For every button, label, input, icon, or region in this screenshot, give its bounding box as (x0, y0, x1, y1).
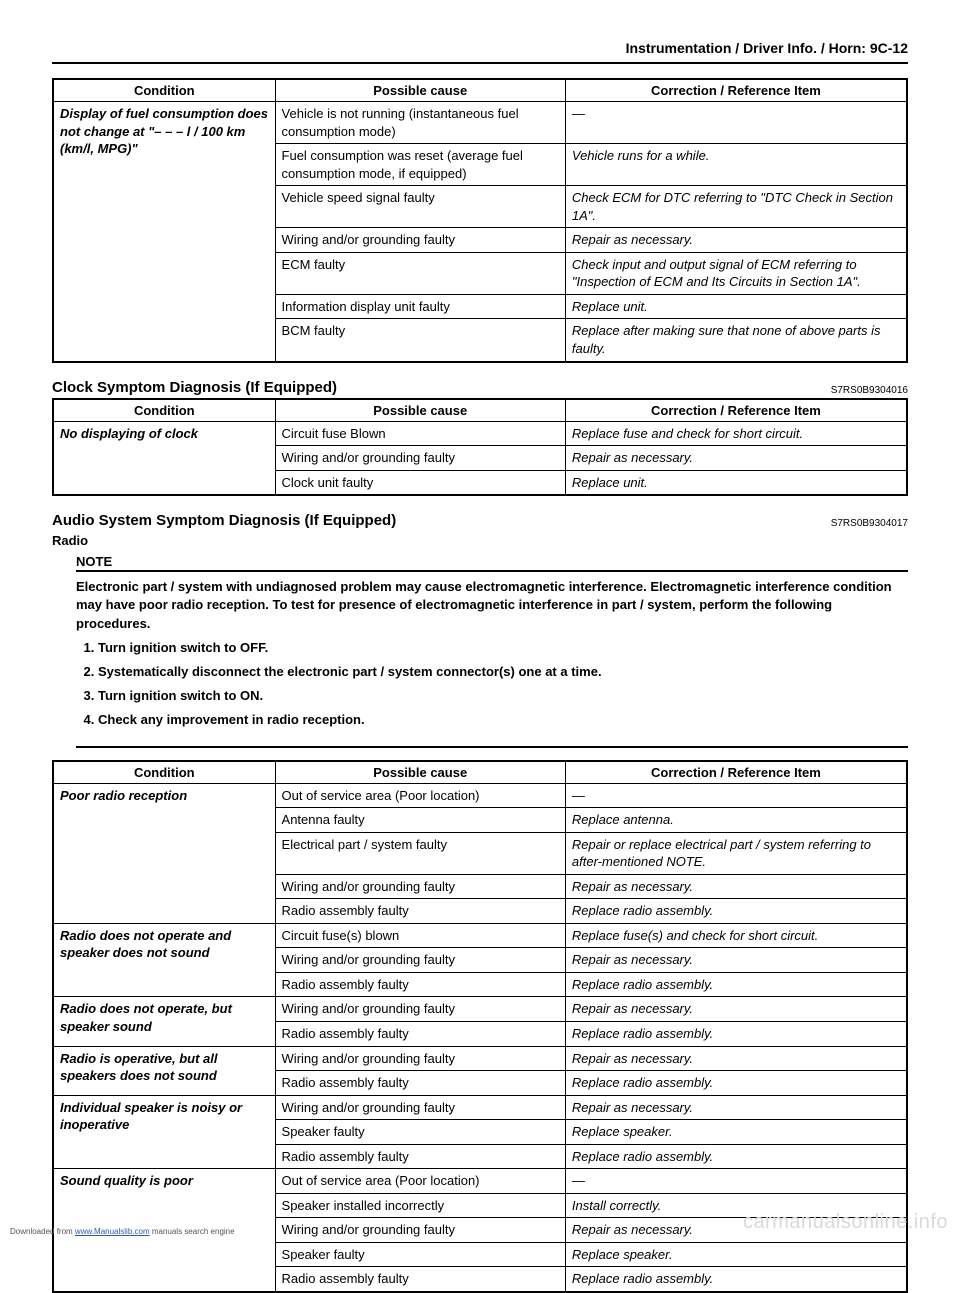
correction-cell: Replace speaker. (565, 1120, 907, 1145)
sub-heading-radio: Radio (52, 533, 908, 548)
condition-cell: Poor radio reception (53, 783, 275, 923)
cause-cell: Fuel consumption was reset (average fuel… (275, 144, 565, 186)
correction-cell: Replace unit. (565, 294, 907, 319)
cause-cell: Circuit fuse(s) blown (275, 923, 565, 948)
cause-cell: Out of service area (Poor location) (275, 783, 565, 808)
page-header: Instrumentation / Driver Info. / Horn: 9… (52, 40, 908, 64)
correction-cell: Check ECM for DTC referring to "DTC Chec… (565, 186, 907, 228)
correction-cell: Vehicle runs for a while. (565, 144, 907, 186)
cause-cell: Vehicle is not running (instantaneous fu… (275, 102, 565, 144)
correction-cell: — (565, 102, 907, 144)
th-correction: Correction / Reference Item (565, 399, 907, 422)
cause-cell: Wiring and/or grounding faulty (275, 446, 565, 471)
cause-cell: Information display unit faulty (275, 294, 565, 319)
correction-cell: Repair as necessary. (565, 1046, 907, 1071)
cause-cell: Radio assembly faulty (275, 1071, 565, 1096)
note-step: Check any improvement in radio reception… (98, 711, 908, 729)
cause-cell: Speaker installed incorrectly (275, 1193, 565, 1218)
cause-cell: Clock unit faulty (275, 470, 565, 495)
correction-cell: Replace antenna. (565, 808, 907, 833)
correction-cell: Replace unit. (565, 470, 907, 495)
cause-cell: Speaker faulty (275, 1242, 565, 1267)
correction-cell: Repair as necessary. (565, 874, 907, 899)
cause-cell: Wiring and/or grounding faulty (275, 948, 565, 973)
correction-cell: — (565, 1169, 907, 1194)
note-text: Electronic part / system with undiagnose… (76, 578, 908, 633)
cause-cell: Electrical part / system faulty (275, 832, 565, 874)
cause-cell: Circuit fuse Blown (275, 421, 565, 446)
correction-cell: Replace radio assembly. (565, 1021, 907, 1046)
th-correction: Correction / Reference Item (565, 79, 907, 102)
cause-cell: Radio assembly faulty (275, 1144, 565, 1169)
section-code: S7RS0B9304017 (831, 518, 908, 529)
cause-cell: Wiring and/or grounding faulty (275, 1046, 565, 1071)
cause-cell: Wiring and/or grounding faulty (275, 228, 565, 253)
th-correction: Correction / Reference Item (565, 761, 907, 784)
correction-cell: Replace radio assembly. (565, 899, 907, 924)
cause-cell: Radio assembly faulty (275, 899, 565, 924)
th-cause: Possible cause (275, 399, 565, 422)
note-step: Systematically disconnect the electronic… (98, 663, 908, 681)
cause-cell: Wiring and/or grounding faulty (275, 997, 565, 1022)
th-condition: Condition (53, 79, 275, 102)
cause-cell: Out of service area (Poor location) (275, 1169, 565, 1194)
correction-cell: Replace speaker. (565, 1242, 907, 1267)
footer-link[interactable]: www.Manualslib.com (75, 1227, 150, 1236)
correction-cell: Replace fuse(s) and check for short circ… (565, 923, 907, 948)
correction-cell: Replace radio assembly. (565, 972, 907, 997)
section-code: S7RS0B9304016 (831, 385, 908, 396)
correction-cell: Replace fuse and check for short circuit… (565, 421, 907, 446)
footer-pre: Downloaded from (10, 1227, 75, 1236)
th-condition: Condition (53, 761, 275, 784)
condition-cell: Radio does not operate, but speaker soun… (53, 997, 275, 1046)
note-step: Turn ignition switch to ON. (98, 687, 908, 705)
cause-cell: ECM faulty (275, 252, 565, 294)
condition-cell: Radio does not operate and speaker does … (53, 923, 275, 997)
th-cause: Possible cause (275, 79, 565, 102)
cause-cell: Radio assembly faulty (275, 1021, 565, 1046)
cause-cell: Radio assembly faulty (275, 972, 565, 997)
correction-cell: Replace radio assembly. (565, 1144, 907, 1169)
th-cause: Possible cause (275, 761, 565, 784)
correction-cell: Replace radio assembly. (565, 1071, 907, 1096)
watermark: carmanualsonline.info (743, 1211, 948, 1234)
correction-cell: Repair as necessary. (565, 228, 907, 253)
note-body: Electronic part / system with undiagnose… (76, 578, 908, 747)
section-title: Clock Symptom Diagnosis (If Equipped) (52, 379, 337, 396)
section-audio-heading: Audio System Symptom Diagnosis (If Equip… (52, 512, 908, 529)
table-fuel-consumption: Condition Possible cause Correction / Re… (52, 78, 908, 363)
cause-cell: Wiring and/or grounding faulty (275, 1095, 565, 1120)
correction-cell: — (565, 783, 907, 808)
condition-cell: Radio is operative, but all speakers doe… (53, 1046, 275, 1095)
correction-cell: Replace radio assembly. (565, 1267, 907, 1292)
section-title: Audio System Symptom Diagnosis (If Equip… (52, 512, 396, 529)
condition-cell: Display of fuel consumption does not cha… (53, 102, 275, 362)
cause-cell: Radio assembly faulty (275, 1267, 565, 1292)
cause-cell: Antenna faulty (275, 808, 565, 833)
correction-cell: Repair as necessary. (565, 948, 907, 973)
correction-cell: Check input and output signal of ECM ref… (565, 252, 907, 294)
correction-cell: Repair as necessary. (565, 997, 907, 1022)
note-block: NOTE Electronic part / system with undia… (76, 554, 908, 747)
cause-cell: BCM faulty (275, 319, 565, 362)
correction-cell: Repair as necessary. (565, 1095, 907, 1120)
th-condition: Condition (53, 399, 275, 422)
table-clock: Condition Possible cause Correction / Re… (52, 398, 908, 497)
section-clock-heading: Clock Symptom Diagnosis (If Equipped) S7… (52, 379, 908, 396)
cause-cell: Wiring and/or grounding faulty (275, 874, 565, 899)
footer: Downloaded from www.Manualslib.com manua… (10, 1227, 235, 1236)
note-label: NOTE (76, 554, 908, 572)
correction-cell: Replace after making sure that none of a… (565, 319, 907, 362)
correction-cell: Repair as necessary. (565, 446, 907, 471)
note-step: Turn ignition switch to OFF. (98, 639, 908, 657)
correction-cell: Repair or replace electrical part / syst… (565, 832, 907, 874)
cause-cell: Vehicle speed signal faulty (275, 186, 565, 228)
footer-post: manuals search engine (150, 1227, 235, 1236)
condition-cell: Individual speaker is noisy or inoperati… (53, 1095, 275, 1169)
cause-cell: Wiring and/or grounding faulty (275, 1218, 565, 1243)
condition-cell: No displaying of clock (53, 421, 275, 495)
cause-cell: Speaker faulty (275, 1120, 565, 1145)
